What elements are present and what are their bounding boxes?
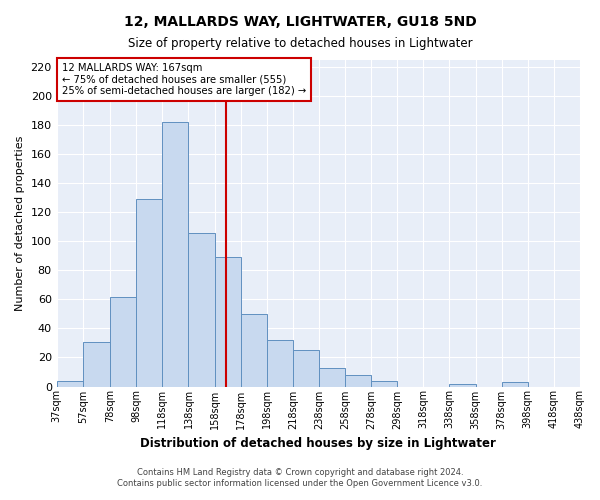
Text: Size of property relative to detached houses in Lightwater: Size of property relative to detached ho… bbox=[128, 38, 472, 51]
Bar bbox=[293, 350, 319, 387]
Text: 12 MALLARDS WAY: 167sqm
← 75% of detached houses are smaller (555)
25% of semi-d: 12 MALLARDS WAY: 167sqm ← 75% of detache… bbox=[62, 64, 306, 96]
Text: Contains HM Land Registry data © Crown copyright and database right 2024.
Contai: Contains HM Land Registry data © Crown c… bbox=[118, 468, 482, 487]
Bar bbox=[345, 375, 371, 386]
Bar bbox=[241, 314, 267, 386]
Y-axis label: Number of detached properties: Number of detached properties bbox=[15, 136, 25, 311]
Bar bbox=[163, 122, 188, 386]
Bar bbox=[449, 384, 476, 386]
Bar bbox=[110, 296, 136, 386]
Bar bbox=[215, 258, 241, 386]
Bar bbox=[83, 342, 110, 386]
Bar bbox=[502, 382, 528, 386]
Bar bbox=[319, 368, 345, 386]
Text: 12, MALLARDS WAY, LIGHTWATER, GU18 5ND: 12, MALLARDS WAY, LIGHTWATER, GU18 5ND bbox=[124, 15, 476, 29]
Bar bbox=[371, 380, 397, 386]
Bar bbox=[136, 200, 163, 386]
Bar bbox=[56, 380, 83, 386]
Bar bbox=[188, 232, 215, 386]
X-axis label: Distribution of detached houses by size in Lightwater: Distribution of detached houses by size … bbox=[140, 437, 496, 450]
Bar bbox=[267, 340, 293, 386]
